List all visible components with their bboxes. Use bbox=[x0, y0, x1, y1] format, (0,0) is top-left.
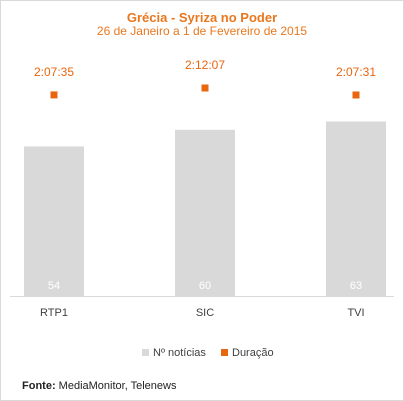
duration-marker-rtp1 bbox=[50, 91, 58, 99]
duration-marker-tvi bbox=[352, 91, 360, 99]
chart-subtitle: 26 de Janeiro a 1 de Fevereiro de 2015 bbox=[96, 24, 308, 38]
x-tick-label-sic: SIC bbox=[196, 307, 214, 319]
bar-tvi bbox=[326, 121, 386, 297]
legend-label-duration: Duração bbox=[232, 347, 274, 359]
duration-label-tvi: 2:07:31 bbox=[336, 65, 376, 79]
bar-rtp1 bbox=[24, 146, 84, 296]
x-tick-label-tvi: TVI bbox=[347, 307, 364, 319]
legend-label-news: Nº notícias bbox=[153, 347, 206, 359]
bar-value-label-tvi: 63 bbox=[350, 280, 362, 292]
chart-title: Grécia - Syriza no Poder bbox=[126, 10, 278, 25]
legend-swatch-news bbox=[142, 349, 149, 356]
bar-sic bbox=[175, 129, 235, 296]
duration-label-rtp1: 2:07:35 bbox=[34, 65, 74, 79]
source-note: Fonte: MediaMonitor, Telenews bbox=[22, 380, 176, 392]
bar-value-label-rtp1: 54 bbox=[48, 280, 60, 292]
bar-value-label-sic: 60 bbox=[199, 280, 211, 292]
duration-marker-sic bbox=[201, 84, 209, 92]
x-tick-label-rtp1: RTP1 bbox=[40, 307, 68, 319]
duration-label-sic: 2:12:07 bbox=[185, 58, 225, 72]
source-label: Fonte: bbox=[22, 380, 56, 392]
source-text: MediaMonitor, Telenews bbox=[55, 380, 177, 392]
legend-swatch-duration bbox=[221, 349, 228, 356]
